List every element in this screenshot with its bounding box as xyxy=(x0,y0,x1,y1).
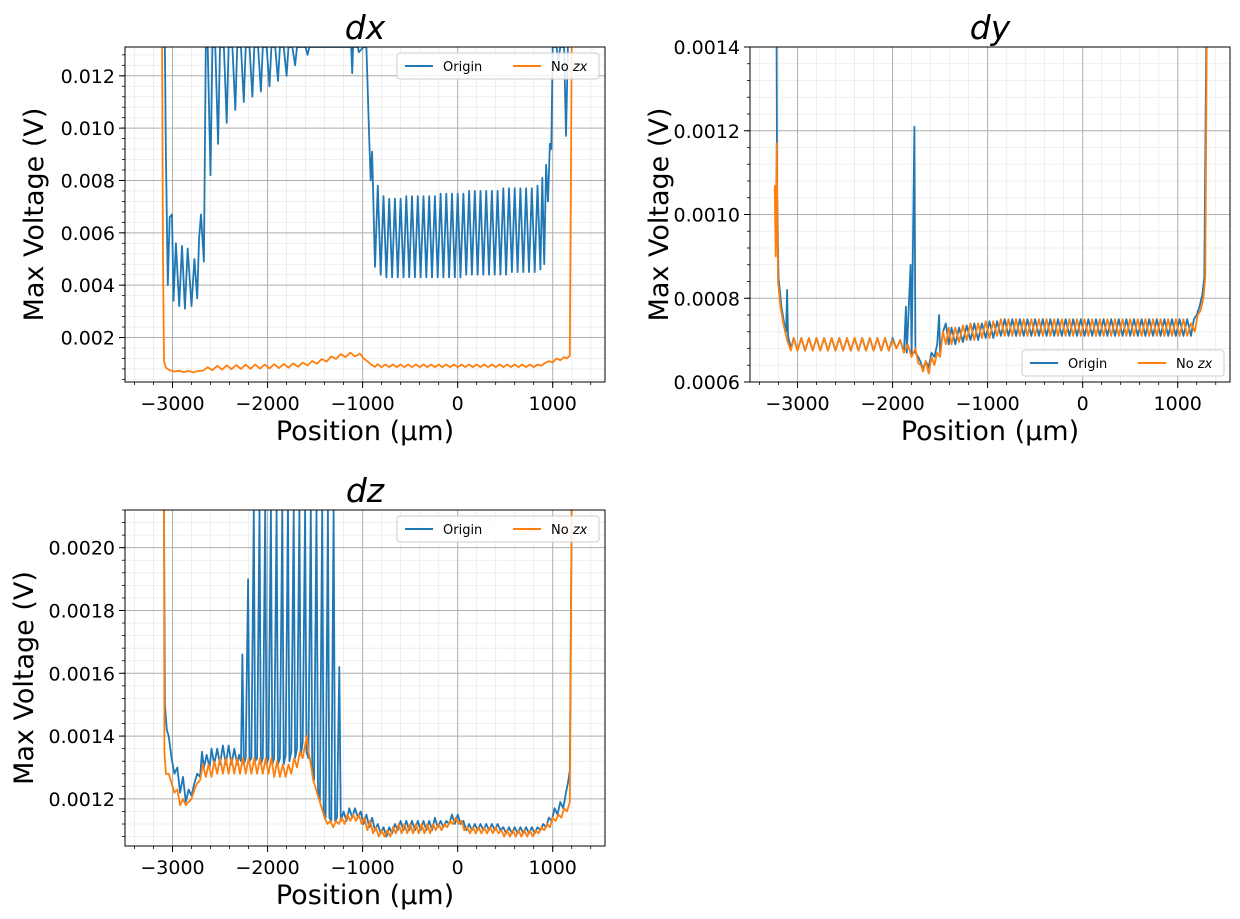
y-axis-label: Max Voltage (V) xyxy=(19,108,50,322)
x-tick-label: 0 xyxy=(452,393,464,415)
series-line-no-zx xyxy=(161,47,573,374)
y-tick-label: 0.0016 xyxy=(49,663,115,685)
x-tick-label: 0 xyxy=(1077,393,1089,415)
legend: Origin No zx xyxy=(396,52,600,80)
y-tick-label: 0.0014 xyxy=(674,37,740,59)
y-tick-label: 0.002 xyxy=(61,328,115,350)
chart-title: dx xyxy=(345,8,386,47)
chart-title: dy xyxy=(970,8,1011,47)
subplot-dx: −3000 −2000 −1000 0 1000 0.002 0.004 0.006 0.008… xyxy=(19,8,606,447)
legend-box xyxy=(396,515,600,543)
x-tick-label: 1000 xyxy=(529,857,577,879)
axes-frame xyxy=(124,509,606,847)
y-tick-label: 0.010 xyxy=(61,118,115,140)
y-tick-label: 0.0012 xyxy=(49,789,115,811)
y-tick-label: 0.0018 xyxy=(49,600,115,622)
legend-label-origin: Origin xyxy=(443,523,482,538)
x-tick-label: −3000 xyxy=(140,393,204,415)
x-tick-label: −3000 xyxy=(140,857,204,879)
y-tick-label: 0.012 xyxy=(61,66,115,88)
chart-title: dz xyxy=(346,471,385,510)
legend-box xyxy=(1021,349,1225,377)
legend-label-origin: Origin xyxy=(1068,357,1107,372)
y-tick-label: 0.0006 xyxy=(674,372,740,394)
y-tick-label: 0.0010 xyxy=(674,205,740,227)
legend-label-origin: Origin xyxy=(443,60,482,75)
x-tick-label: −1000 xyxy=(330,393,394,415)
legend-box xyxy=(396,52,600,80)
x-tick-label: −1000 xyxy=(955,393,1019,415)
y-axis-label: Max Voltage (V) xyxy=(9,571,40,785)
y-tick-label: 0.0008 xyxy=(674,288,740,310)
legend: Origin No zx xyxy=(396,515,600,543)
axes-frame xyxy=(124,46,606,383)
y-axis-label: Max Voltage (V) xyxy=(644,108,675,322)
legend-label-no-zx: No zx xyxy=(551,60,588,75)
series-line-origin xyxy=(164,47,569,310)
subplot-dy: −3000 −2000 −1000 0 1000 0.0006 0.0008 0.0010 0.… xyxy=(644,8,1231,447)
x-tick-label: −2000 xyxy=(235,393,299,415)
x-tick-label: 0 xyxy=(452,857,464,879)
legend: Origin No zx xyxy=(1021,349,1225,377)
x-axis-label: Position (µm) xyxy=(276,416,454,447)
x-tick-label: −2000 xyxy=(235,857,299,879)
y-tick-label: 0.0014 xyxy=(49,726,115,748)
series-line-no-zx xyxy=(773,47,1208,375)
legend-label-no-zx: No zx xyxy=(1176,357,1213,372)
y-tick-label: 0.008 xyxy=(61,170,115,192)
x-tick-label: 1000 xyxy=(529,393,577,415)
series-line-no-zx xyxy=(163,510,573,838)
subplot-dz: −3000 −2000 −1000 0 1000 0.0012 0.0014 0.0016 0.… xyxy=(9,471,606,911)
x-tick-label: −3000 xyxy=(765,393,829,415)
x-axis-label: Position (µm) xyxy=(901,416,1079,447)
series-line-origin xyxy=(775,47,1208,371)
x-axis-label: Position (µm) xyxy=(276,880,454,911)
x-tick-label: −1000 xyxy=(330,857,394,879)
x-tick-label: −2000 xyxy=(860,393,924,415)
y-tick-label: 0.006 xyxy=(61,223,115,245)
y-tick-label: 0.0012 xyxy=(674,121,740,143)
y-tick-label: 0.004 xyxy=(61,275,115,297)
y-tick-label: 0.0020 xyxy=(49,538,115,560)
legend-label-no-zx: No zx xyxy=(551,523,588,538)
x-tick-label: 1000 xyxy=(1154,393,1202,415)
